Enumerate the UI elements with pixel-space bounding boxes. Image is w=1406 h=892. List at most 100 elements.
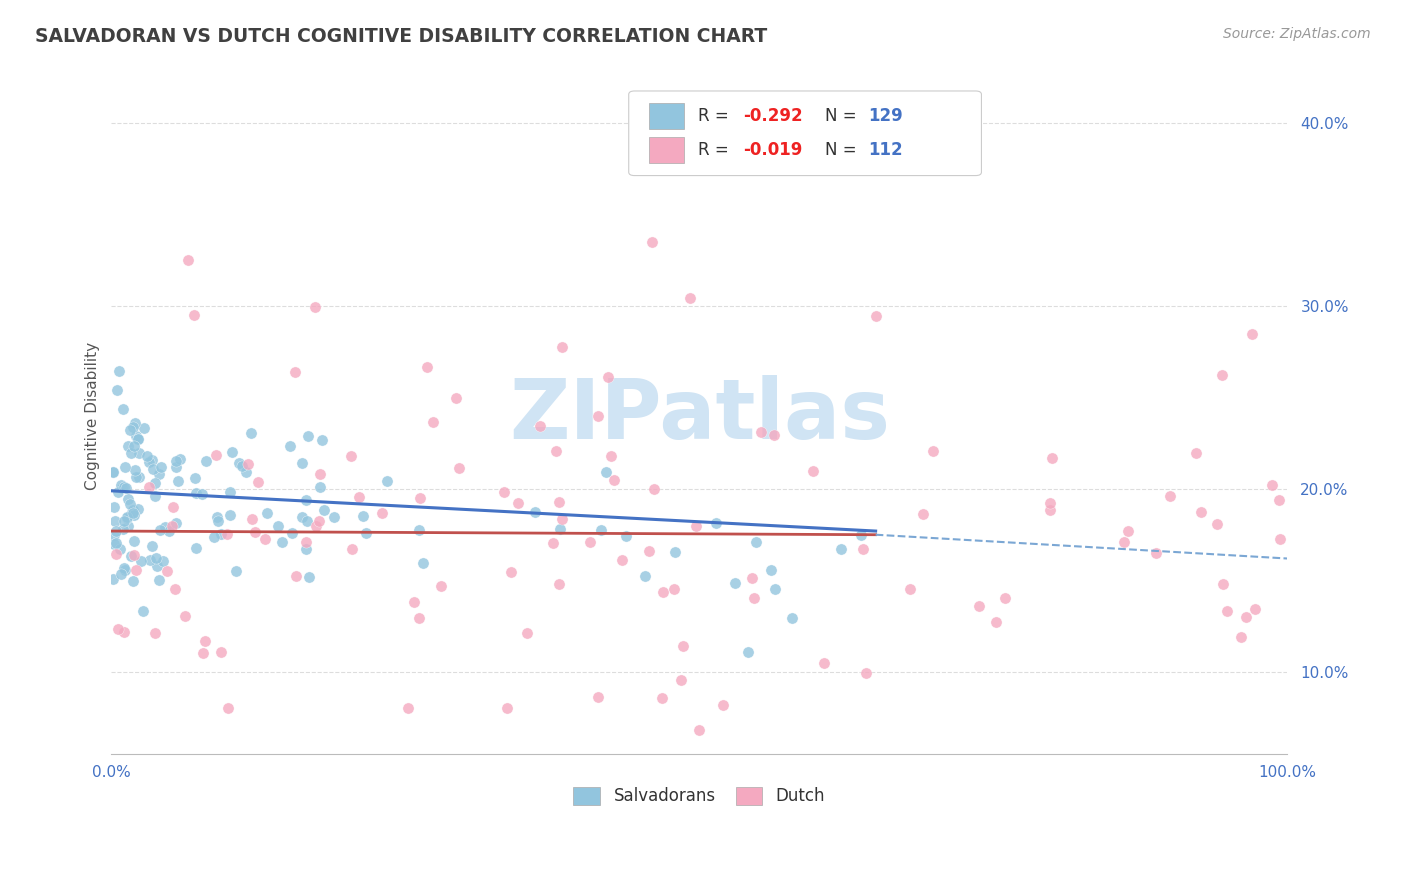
Point <box>595 465 617 479</box>
Point <box>641 235 664 249</box>
Point <box>253 533 276 547</box>
Point <box>309 467 332 481</box>
Point <box>124 548 146 562</box>
Point <box>664 582 686 597</box>
Text: 129: 129 <box>869 107 903 125</box>
Point <box>304 301 326 315</box>
Point <box>813 657 835 671</box>
Point <box>122 439 145 453</box>
Point <box>153 520 176 534</box>
Point <box>145 626 167 640</box>
Point <box>120 549 142 564</box>
Point <box>245 524 267 539</box>
Point <box>852 542 875 557</box>
Point <box>541 536 564 550</box>
Point <box>143 476 166 491</box>
Point <box>643 483 665 497</box>
Point <box>290 456 312 470</box>
Point <box>309 480 332 494</box>
Point <box>291 509 314 524</box>
Point <box>295 514 318 528</box>
Point <box>898 582 921 596</box>
Point <box>267 518 290 533</box>
Point <box>444 391 467 405</box>
Point <box>207 514 229 528</box>
FancyBboxPatch shape <box>628 91 981 176</box>
Point <box>117 491 139 506</box>
Point <box>578 534 600 549</box>
Point <box>120 497 142 511</box>
Point <box>128 446 150 460</box>
Point <box>855 666 877 681</box>
Point <box>297 429 319 443</box>
Point <box>1211 368 1233 383</box>
Text: N =: N = <box>825 107 862 125</box>
Point <box>131 554 153 568</box>
Point <box>174 608 197 623</box>
Point <box>191 487 214 501</box>
Point <box>205 449 228 463</box>
Point <box>104 514 127 528</box>
Point <box>589 523 612 537</box>
Point <box>651 690 673 705</box>
Point <box>124 462 146 476</box>
Point <box>138 480 160 494</box>
Point <box>416 360 439 375</box>
Point <box>114 460 136 475</box>
Point <box>672 640 695 654</box>
Text: N =: N = <box>825 141 862 159</box>
Point <box>586 690 609 705</box>
Point <box>124 533 146 548</box>
Point <box>1144 546 1167 560</box>
Point <box>741 571 763 585</box>
Point <box>127 502 149 516</box>
Point <box>763 582 786 597</box>
FancyBboxPatch shape <box>648 103 683 128</box>
Point <box>209 645 232 659</box>
Point <box>780 611 803 625</box>
Point <box>737 645 759 659</box>
Point <box>125 429 148 443</box>
Point <box>194 633 217 648</box>
Y-axis label: Cognitive Disability: Cognitive Disability <box>86 342 100 490</box>
Point <box>652 584 675 599</box>
Point <box>124 416 146 430</box>
Point <box>107 485 129 500</box>
Point <box>202 530 225 544</box>
Point <box>114 563 136 577</box>
Point <box>1039 496 1062 510</box>
Point <box>603 473 626 487</box>
Point <box>103 500 125 514</box>
Point <box>295 492 318 507</box>
Point <box>412 556 434 570</box>
Point <box>125 563 148 577</box>
Point <box>115 481 138 495</box>
Point <box>311 433 333 447</box>
Point <box>236 457 259 471</box>
Point <box>294 535 316 549</box>
Text: 112: 112 <box>869 141 903 159</box>
Point <box>184 541 207 556</box>
Point <box>240 425 263 440</box>
Point <box>111 522 134 536</box>
Point <box>305 519 328 533</box>
Point <box>169 452 191 467</box>
Point <box>911 508 934 522</box>
Point <box>1118 524 1140 538</box>
Point <box>1243 602 1265 616</box>
Point <box>742 591 765 605</box>
Point <box>218 485 240 500</box>
Text: SALVADORAN VS DUTCH COGNITIVE DISABILITY CORRELATION CHART: SALVADORAN VS DUTCH COGNITIVE DISABILITY… <box>35 27 768 45</box>
Point <box>308 515 330 529</box>
Point <box>1216 604 1239 618</box>
Point <box>186 486 208 500</box>
Point <box>1206 517 1229 532</box>
Point <box>167 474 190 488</box>
Point <box>142 462 165 476</box>
Point <box>1234 610 1257 624</box>
Point <box>422 415 444 429</box>
Point <box>152 554 174 568</box>
Point <box>183 308 205 322</box>
Point <box>105 524 128 538</box>
Point <box>551 512 574 526</box>
